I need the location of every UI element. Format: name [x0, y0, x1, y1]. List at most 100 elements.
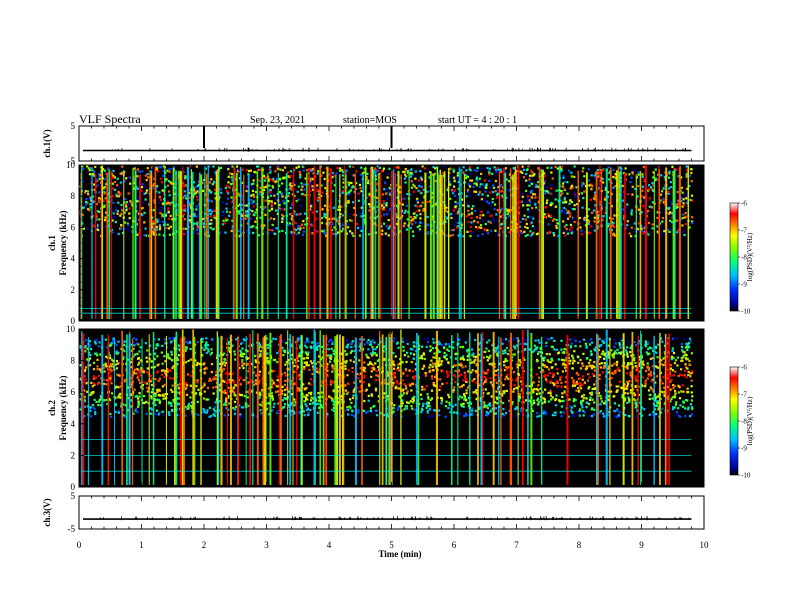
spectrogram-cell [183, 207, 186, 210]
spectrogram-cell [569, 187, 572, 190]
spectrogram-cell [562, 182, 565, 185]
spectrogram-cell [161, 410, 164, 413]
spectrogram-cell [219, 362, 222, 366]
spectrogram-cell [581, 375, 584, 378]
spectrogram-cell [380, 204, 384, 207]
spectrogram-cell [359, 344, 362, 347]
spectrogram-cell [195, 208, 198, 211]
spectrogram-cell [227, 181, 230, 184]
spectrogram-cell [302, 230, 306, 233]
spectrogram-cell [195, 215, 198, 218]
spectrogram-cell [686, 215, 689, 218]
spectrogram-cell [167, 179, 171, 183]
spectrogram-cell [152, 233, 156, 236]
spectrogram-cell [677, 229, 680, 232]
spectrogram-cell [500, 207, 503, 210]
spectrogram-cell [607, 225, 610, 228]
spectrogram-cell [542, 375, 546, 378]
spectrogram-cell [312, 365, 315, 368]
spectrogram-cell [331, 173, 334, 176]
spectrogram-cell [603, 415, 606, 418]
spectrogram-cell [666, 212, 669, 215]
spectrogram-cell [253, 170, 256, 174]
spectrogram-cell [618, 342, 621, 345]
spectrogram-cell [596, 225, 599, 228]
spectrogram-cell [184, 194, 187, 197]
spectrogram-cell [156, 370, 160, 373]
spectrogram-cell [412, 401, 415, 404]
spectrogram-cell [402, 345, 405, 348]
spectrogram-cell [594, 177, 597, 180]
spectrogram-cell [143, 394, 146, 398]
spectrogram-cell [410, 223, 414, 226]
spectrogram-cell [599, 355, 602, 359]
spectrogram-cell [158, 233, 161, 236]
spectrogram-cell [320, 174, 323, 177]
spectrogram-cell [445, 215, 448, 219]
spectrogram-cell [119, 172, 122, 175]
spectrogram-cell [561, 185, 565, 188]
spectrogram-cell [475, 178, 478, 181]
spectrogram-cell [89, 206, 92, 209]
spectrogram-cell [158, 220, 161, 223]
spectrogram-cell [511, 225, 514, 228]
spectrogram-cell [551, 414, 555, 417]
spectrogram-cell [613, 225, 616, 229]
spectrogram-cell [634, 235, 637, 238]
spectrogram-cell [587, 373, 590, 376]
spectrogram-cell [535, 206, 538, 209]
spectrogram-cell [646, 209, 650, 213]
spectrogram-cell [270, 392, 273, 395]
spectrogram-cell [519, 229, 523, 233]
spectrogram-cell [671, 369, 674, 372]
spectrogram-cell [681, 212, 685, 215]
spectrogram-cell [471, 348, 474, 351]
spectrogram-cell [501, 401, 505, 405]
spectrogram-cell [265, 185, 268, 189]
spectrogram-cell [545, 341, 548, 344]
spectrogram-cell [626, 353, 629, 356]
spectrogram-cell [520, 231, 523, 235]
spectrogram-cell [549, 204, 553, 207]
spectrogram-cell [512, 339, 515, 342]
spectrogram-cell [284, 374, 287, 377]
spectrogram-cell [416, 225, 419, 229]
spectrogram-cell [196, 380, 199, 383]
spectrogram-cell [525, 201, 528, 204]
spectrogram-cell [277, 390, 280, 393]
spectrogram-cell [137, 405, 140, 408]
spectrogram-cell [519, 170, 522, 173]
spectrogram-cell [598, 345, 601, 348]
spectrogram-cell [426, 401, 429, 404]
spectrogram-cell [624, 349, 628, 352]
spectrogram-cell [651, 223, 654, 226]
spectrogram-cell [375, 354, 378, 357]
spectrogram-cell [455, 221, 458, 224]
spectrogram-cell [488, 169, 491, 173]
spectrogram-cell [92, 377, 96, 380]
spectrogram-cell [141, 183, 144, 186]
spectrogram-cell [222, 210, 225, 213]
spectrogram-cell [393, 364, 396, 367]
spectrogram-cell [116, 177, 119, 180]
spectrogram-cell [188, 191, 191, 194]
spectrogram-cell [464, 397, 467, 400]
spectrogram-cell [81, 165, 84, 168]
spectrogram-cell [382, 222, 386, 225]
header-station: station=MOS [343, 115, 397, 126]
spectrogram-cell [155, 225, 158, 229]
spectrogram-cell [494, 190, 497, 193]
spectrogram-cell [262, 188, 266, 192]
spectrogram-cell [451, 233, 454, 237]
spectrogram-cell [385, 225, 389, 228]
spectrogram-cell [225, 400, 228, 403]
spectrogram-cell [601, 371, 605, 374]
spectrogram-cell [252, 182, 255, 185]
spectrogram-cell [541, 363, 544, 366]
spectrogram-cell [258, 208, 261, 211]
spectrogram-cell [293, 227, 296, 230]
spectrogram-cell [94, 165, 97, 169]
spectrogram-cell [486, 194, 489, 197]
spectrogram-cell [548, 371, 552, 375]
spectrogram-cell [388, 167, 391, 170]
